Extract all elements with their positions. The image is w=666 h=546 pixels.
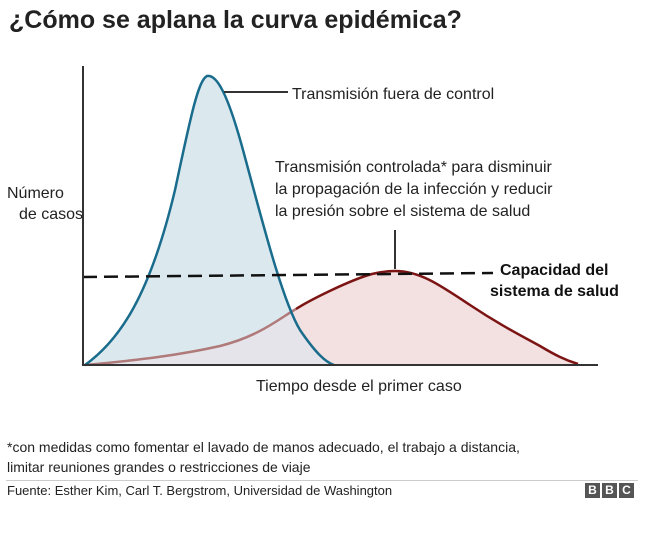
bbc-logo-block: B [602, 483, 617, 498]
controlled-annotation-line: la propagación de la infección y reducir [275, 181, 553, 198]
x-axis-label: Tiempo desde el primer caso [256, 378, 462, 395]
footer-divider [6, 480, 638, 481]
y-axis-label-line: de casos [19, 206, 83, 223]
uncontrolled-curve-area [85, 75, 334, 365]
footnote-line: limitar reuniones grandes o restriccione… [7, 459, 311, 475]
y-axis-label: Número de casos [7, 185, 83, 223]
footnote: *con medidas como fomentar el lavado de … [7, 437, 647, 477]
controlled-annotation: Transmisión controlada* para disminuir l… [275, 159, 557, 220]
uncontrolled-curve-line [84, 74, 335, 367]
footnote-line: *con medidas como fomentar el lavado de … [7, 439, 520, 455]
bbc-logo-block: B [585, 483, 600, 498]
controlled-annotation-line: la presión sobre el sistema de salud [275, 203, 530, 220]
chart-title: ¿Cómo se aplana la curva epidémica? [9, 6, 462, 34]
controlled-curve-area [85, 271, 578, 365]
controlled-curve-line-low [84, 307, 297, 367]
capacity-threshold-label-line: Capacidad del [500, 262, 608, 279]
y-axis-label-line: Número [7, 185, 64, 202]
controlled-annotation-line: Transmisión controlada* para disminuir [275, 159, 553, 176]
bbc-logo: B B C [585, 483, 634, 498]
capacity-threshold-label: Capacidad del sistema de salud [490, 262, 619, 300]
bbc-logo-block: C [619, 483, 634, 498]
controlled-curve-line [295, 269, 579, 366]
source-credit: Fuente: Esther Kim, Carl T. Bergstrom, U… [7, 483, 393, 498]
uncontrolled-annotation: Transmisión fuera de control [292, 86, 494, 103]
epidemic-curve-chart: Número de casos Tiempo desde el primer c… [7, 66, 619, 395]
capacity-threshold-label-line: sistema de salud [490, 283, 619, 300]
capacity-threshold-line [82, 271, 494, 279]
